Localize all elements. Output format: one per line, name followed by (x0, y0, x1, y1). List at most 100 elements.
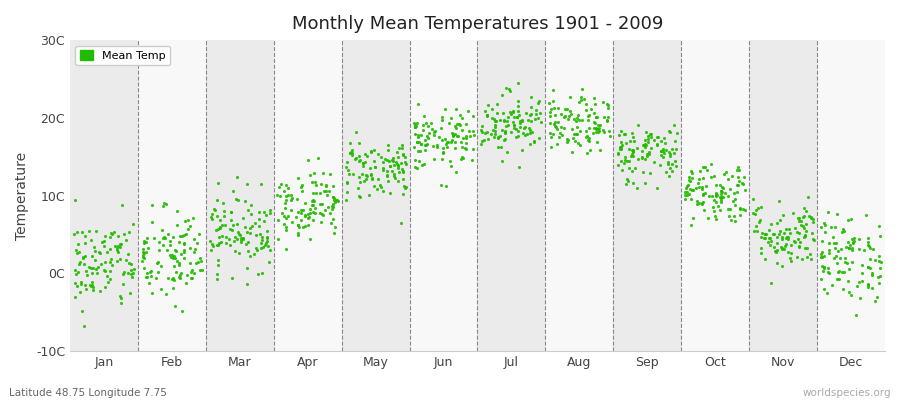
Point (774, 244, 788, 250)
Point (495, 158, 509, 164)
Point (414, 141, 428, 148)
Point (106, 228, 121, 235)
Point (498, 130, 512, 136)
Point (682, 174, 697, 180)
Point (270, 192, 284, 198)
Point (773, 228, 788, 234)
Point (526, 138, 541, 144)
Point (510, 102, 525, 109)
Point (503, 109, 517, 116)
Point (553, 130, 567, 136)
Point (98, 233, 112, 239)
Point (68, 267, 82, 273)
Point (860, 264, 875, 270)
Point (252, 216, 266, 222)
Point (306, 190, 320, 196)
Point (204, 216, 219, 222)
Point (838, 254, 852, 261)
Point (704, 161, 718, 167)
Point (446, 132, 460, 138)
Point (788, 224, 802, 231)
Point (258, 212, 273, 218)
Point (284, 191, 298, 198)
Point (643, 131, 657, 138)
Point (480, 129, 494, 135)
Point (122, 228, 136, 235)
Point (395, 191, 410, 197)
Point (279, 193, 293, 199)
Point (240, 239, 255, 246)
Point (123, 261, 138, 267)
Point (465, 128, 480, 134)
Point (663, 129, 678, 136)
Point (113, 256, 128, 262)
Point (706, 197, 721, 204)
Point (457, 145, 472, 152)
Point (696, 192, 710, 198)
Point (291, 174, 305, 181)
Point (781, 248, 796, 255)
Point (554, 132, 569, 138)
Point (872, 280, 886, 286)
Point (158, 201, 173, 208)
Point (845, 244, 859, 251)
Point (241, 248, 256, 254)
Point (360, 153, 374, 159)
Point (583, 106, 598, 112)
Point (684, 170, 698, 177)
Point (184, 268, 198, 275)
Point (501, 122, 516, 128)
Point (751, 205, 765, 211)
Point (872, 252, 886, 259)
Point (775, 236, 789, 242)
Point (496, 110, 510, 116)
Point (718, 169, 733, 175)
Point (836, 269, 850, 276)
Point (518, 110, 533, 116)
Point (497, 137, 511, 143)
Point (315, 211, 329, 217)
Point (394, 160, 409, 166)
Point (639, 128, 653, 135)
Point (83, 282, 97, 288)
Point (79, 268, 94, 274)
Point (845, 236, 859, 242)
Point (549, 124, 563, 130)
Point (207, 206, 221, 212)
Point (792, 218, 806, 224)
Point (263, 207, 277, 213)
Point (386, 158, 400, 164)
Point (597, 113, 611, 120)
Point (772, 231, 787, 237)
Point (518, 132, 532, 138)
Point (714, 195, 728, 201)
Point (429, 144, 444, 150)
Point (210, 197, 224, 203)
Point (159, 247, 174, 253)
Point (291, 209, 305, 216)
Bar (817, 40, 885, 351)
Point (316, 212, 330, 219)
Point (69, 246, 84, 253)
Point (776, 212, 790, 218)
Point (166, 234, 180, 240)
Point (205, 242, 220, 249)
Point (644, 134, 659, 141)
Point (408, 124, 422, 130)
Point (849, 311, 863, 318)
Point (852, 246, 867, 252)
Point (204, 240, 219, 247)
Point (797, 213, 812, 219)
Point (210, 212, 224, 219)
Point (860, 242, 875, 248)
Point (580, 116, 595, 123)
Point (449, 121, 464, 127)
Point (315, 170, 329, 177)
Point (318, 206, 332, 213)
Point (637, 156, 652, 162)
Point (359, 173, 374, 179)
Point (486, 127, 500, 133)
Bar (545, 40, 613, 351)
Point (845, 247, 859, 253)
Point (628, 165, 643, 171)
